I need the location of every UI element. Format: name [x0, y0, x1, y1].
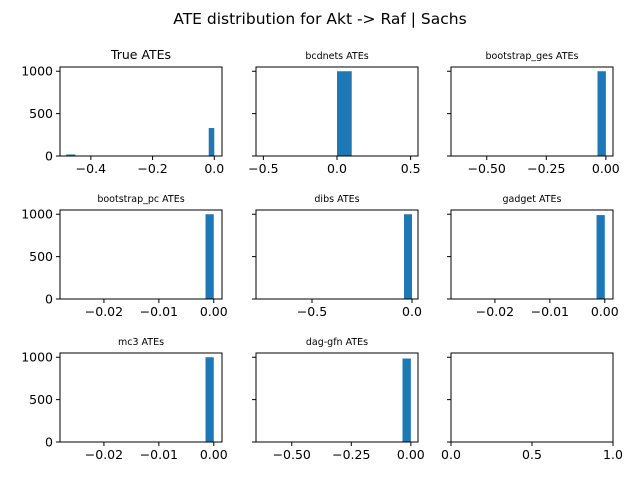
subplot-title: dibs ATEs — [314, 194, 359, 205]
x-tick-label: 0.00 — [592, 161, 620, 176]
subplot-4: dibs ATEs −0.5 0.0 — [252, 194, 422, 319]
axes-frame — [450, 352, 614, 443]
x-tick-label: 0.0 — [204, 161, 224, 176]
subplot-7: dag-gfn ATEs −0.50 −0.25 0.00 — [252, 337, 425, 462]
y-tick-label: 500 — [29, 106, 53, 121]
subplot-title: bootstrap_pc ATEs — [97, 194, 184, 205]
y-tick-label: 0 — [45, 292, 53, 307]
figure-title: ATE distribution for Akt -> Raf | Sachs — [173, 10, 466, 28]
subplot-title: bcdnets ATEs — [305, 51, 368, 62]
x-tick-label: −0.25 — [527, 161, 565, 176]
x-tick-label: 1.0 — [603, 447, 623, 462]
x-tick-label: −0.02 — [85, 304, 123, 319]
axes-frame — [59, 66, 223, 157]
subplot-0: True ATEs −0.4 −0.2 0.0 0 500 1000 — [21, 47, 224, 176]
x-tick-label: −0.5 — [248, 161, 278, 176]
x-tick-label: −0.02 — [476, 304, 514, 319]
histogram-bar — [208, 128, 215, 156]
histogram-bar — [404, 214, 412, 299]
x-tick-label: 0.0 — [327, 161, 347, 176]
y-tick-label: 1000 — [21, 64, 53, 79]
y-tick-label: 500 — [29, 392, 53, 407]
x-tick-label: 0.00 — [200, 304, 228, 319]
x-tick-label: −0.50 — [468, 161, 506, 176]
subplot-title: mc3 ATEs — [118, 337, 164, 348]
x-tick-label: −0.01 — [531, 304, 569, 319]
subplot-2: bootstrap_ges ATEs −0.50 −0.25 0.00 — [447, 51, 620, 176]
x-tick-label: 0.00 — [397, 447, 425, 462]
x-tick-label: 0.00 — [200, 447, 228, 462]
x-tick-label: −0.25 — [332, 447, 370, 462]
axes-frame — [59, 209, 223, 300]
subplot-6: mc3 ATEs −0.02 −0.01 0.00 0 500 1000 — [21, 337, 228, 462]
y-tick-label: 1000 — [21, 207, 53, 222]
x-tick-label: −0.01 — [140, 304, 178, 319]
axes-frame — [450, 209, 614, 300]
histogram-bar — [337, 71, 352, 156]
subplot-3: bootstrap_pc ATEs −0.02 −0.01 0.00 0 500 1000 — [21, 194, 228, 319]
x-tick-label: −0.01 — [140, 447, 178, 462]
axes-frame — [450, 66, 614, 157]
subplot-title: gadget ATEs — [502, 194, 561, 205]
subplot-1: bcdnets ATEs −0.5 0.0 0.5 — [248, 51, 420, 176]
y-tick-label: 1000 — [21, 350, 53, 365]
x-tick-label: 0.5 — [522, 447, 542, 462]
histogram-bar — [596, 215, 605, 299]
x-tick-label: −0.2 — [137, 161, 167, 176]
x-tick-label: 0.0 — [441, 447, 461, 462]
x-tick-label: −0.50 — [273, 447, 311, 462]
histogram-bar — [66, 154, 76, 156]
subplot-title: bootstrap_ges ATEs — [486, 51, 579, 62]
x-tick-label: 0.00 — [591, 304, 619, 319]
subplot-5: gadget ATEs −0.02 −0.01 0.00 — [447, 194, 619, 319]
subplot-title: dag-gfn ATEs — [306, 337, 368, 348]
y-tick-label: 500 — [29, 249, 53, 264]
x-tick-label: −0.02 — [85, 447, 123, 462]
x-tick-label: 0.0 — [402, 304, 422, 319]
y-tick-label: 0 — [45, 435, 53, 450]
histogram-bar — [205, 214, 214, 299]
subplot-title: True ATEs — [110, 47, 171, 62]
x-tick-label: −0.4 — [76, 161, 106, 176]
x-tick-label: −0.5 — [297, 304, 327, 319]
axes-frame — [59, 352, 223, 443]
axes-frame — [255, 352, 419, 443]
y-tick-label: 0 — [45, 149, 53, 164]
histogram-bar — [205, 357, 214, 442]
histogram-bar — [597, 71, 606, 156]
histogram-bar — [402, 358, 411, 442]
axes-frame — [255, 209, 419, 300]
subplot-8: 0.0 0.5 1.0 — [441, 352, 623, 462]
x-tick-label: 0.5 — [401, 161, 421, 176]
